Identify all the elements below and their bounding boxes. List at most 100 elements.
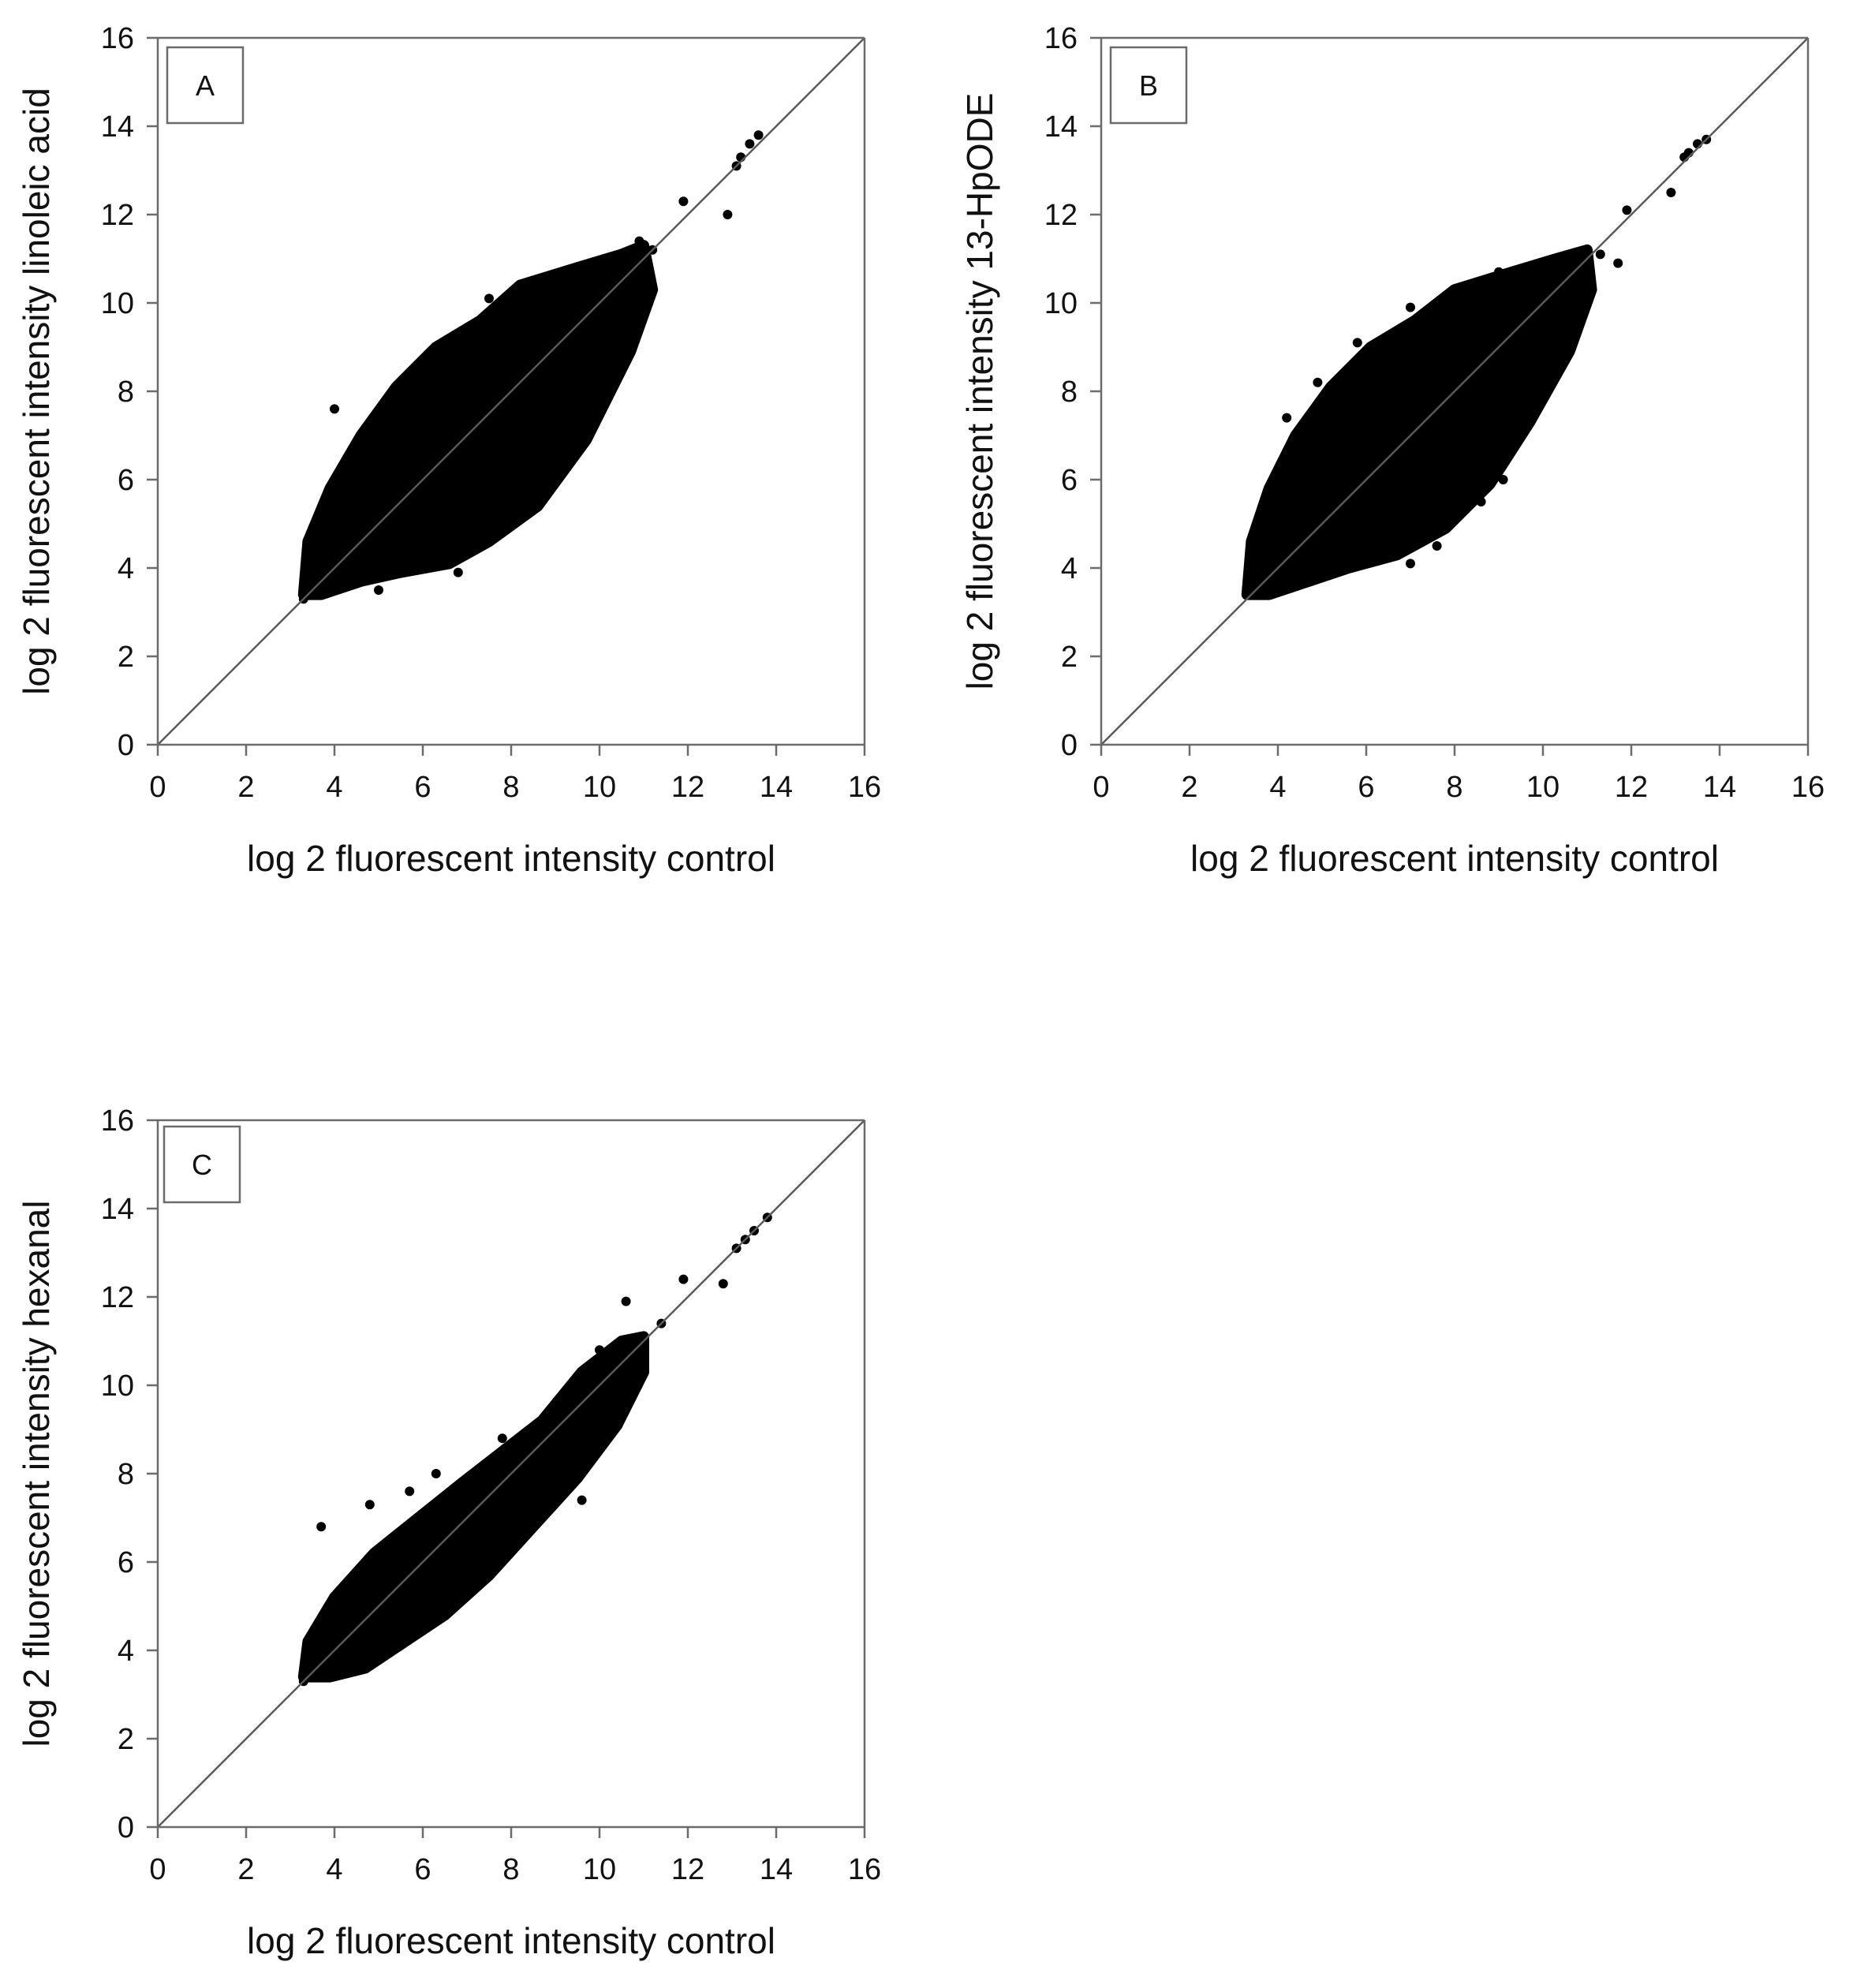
scatter-point [405, 1486, 415, 1497]
x-tick-label: 16 [848, 1853, 881, 1886]
panel-label: C [192, 1149, 212, 1181]
x-axis-title: log 2 fluorescent intensity control [247, 838, 775, 879]
scatter-point [1622, 205, 1632, 215]
y-tick-label: 8 [118, 376, 134, 409]
panel-label-box [166, 46, 245, 125]
y-tick-label: 2 [1061, 641, 1078, 674]
scatter-point [1246, 559, 1257, 569]
y-tick-label: 6 [118, 464, 134, 497]
scatter-point [621, 1296, 631, 1306]
y-tick-label: 16 [1044, 22, 1078, 55]
y-tick-label: 4 [1061, 552, 1078, 585]
scatter-point [745, 139, 755, 149]
x-tick-label: 8 [502, 771, 519, 804]
x-axis-title: log 2 fluorescent intensity control [1190, 838, 1719, 879]
scatter-point [453, 1592, 463, 1602]
scatter-point [431, 1469, 441, 1478]
scatter-point [364, 1500, 375, 1510]
scatter-point [1282, 413, 1292, 423]
scatter-point [1494, 267, 1503, 277]
x-tick-label: 0 [1093, 771, 1109, 804]
y-tick-label: 2 [118, 1723, 134, 1756]
x-tick-label: 0 [149, 1853, 166, 1886]
scatter-point [678, 196, 689, 207]
x-tick-label: 2 [237, 771, 254, 804]
x-tick-label: 6 [1358, 771, 1374, 804]
y-tick-label: 10 [101, 1370, 134, 1403]
x-tick-label: 4 [326, 1853, 342, 1886]
scatter-point [1313, 377, 1323, 387]
x-tick-label: 12 [671, 771, 704, 804]
x-tick-label: 10 [583, 1853, 616, 1886]
y-axis-title: log 2 fluorescent intensity linoleic aci… [16, 88, 57, 695]
x-tick-label: 2 [1181, 771, 1197, 804]
x-tick-label: 16 [848, 771, 881, 804]
scatter-point [1666, 188, 1676, 197]
y-tick-label: 12 [101, 1281, 134, 1314]
y-tick-label: 2 [118, 641, 134, 674]
scatter-point [352, 1663, 361, 1673]
panel-label-box [1109, 46, 1188, 125]
scatter-point [546, 298, 556, 308]
y-tick-label: 4 [118, 552, 134, 585]
y-tick-label: 12 [1044, 199, 1078, 232]
panel-label: B [1139, 69, 1158, 102]
y-tick-label: 6 [1061, 464, 1078, 497]
x-tick-label: 8 [502, 1853, 519, 1886]
panel-label: A [196, 69, 215, 102]
scatter-point [338, 581, 349, 591]
scatter-point [1498, 475, 1508, 484]
scatter-point [1432, 541, 1442, 551]
panel-c: 0 2 4 6 8 10 12 14 16 0 2 4 6 8 10 12 14 16 log 2 fluore… [16, 1104, 881, 1961]
panel-a: 0 2 4 6 8 10 12 14 16 0 2 4 6 8 10 12 14 16 log 2 fluore… [16, 22, 881, 879]
scatter-point [1573, 289, 1583, 299]
scatter-point [440, 342, 450, 352]
y-tick-label: 14 [1044, 110, 1078, 144]
y-tick-label: 4 [118, 1635, 134, 1668]
y-tick-label: 8 [1061, 376, 1078, 409]
scatter-point [1352, 338, 1362, 348]
scatter-point [723, 210, 733, 219]
x-tick-label: 14 [760, 1853, 793, 1886]
y-tick-label: 10 [1044, 287, 1078, 320]
scatter-point [462, 1588, 472, 1598]
scatter-point [316, 1522, 327, 1532]
scatter-point [595, 1345, 604, 1355]
scatter-point [577, 1495, 587, 1505]
x-tick-label: 6 [414, 771, 431, 804]
x-tick-label: 14 [760, 771, 793, 804]
y-axis-title: log 2 fluorescent intensity 13-HpODE [959, 93, 1000, 690]
scatter-point [374, 585, 383, 595]
y-tick-label: 0 [118, 729, 134, 762]
x-tick-label: 16 [1791, 771, 1825, 804]
scatter-point [590, 263, 600, 273]
x-tick-label: 8 [1446, 771, 1462, 804]
identity-line [1100, 37, 1809, 746]
y-tick-label: 10 [101, 287, 134, 320]
scatter-point [678, 1274, 689, 1284]
scatter-point [1406, 302, 1415, 312]
scatter-point [634, 236, 644, 246]
y-tick-label: 16 [101, 1104, 134, 1138]
panel-b: 0 2 4 6 8 10 12 14 16 0 2 4 6 8 10 12 14 16 log 2 fluore… [959, 22, 1825, 879]
scatter-point [453, 567, 463, 577]
x-tick-label: 4 [1269, 771, 1286, 804]
x-axis-title: log 2 fluorescent intensity control [247, 1920, 775, 1961]
scatter-point [1406, 559, 1415, 569]
x-tick-label: 10 [1526, 771, 1560, 804]
x-tick-label: 10 [583, 771, 616, 804]
scatter-point [484, 293, 494, 304]
point-cloud [297, 240, 659, 600]
scatter-point [563, 435, 573, 445]
scatter-point [1613, 258, 1623, 268]
x-tick-label: 14 [1703, 771, 1736, 804]
scatter-point [497, 1433, 507, 1444]
x-tick-label: 2 [237, 1853, 254, 1886]
y-tick-label: 14 [101, 110, 134, 144]
scatter-point [510, 514, 521, 525]
y-tick-label: 6 [118, 1546, 134, 1579]
scatter-point [1595, 249, 1605, 260]
x-tick-label: 12 [671, 1853, 704, 1886]
y-tick-label: 0 [1061, 729, 1078, 762]
